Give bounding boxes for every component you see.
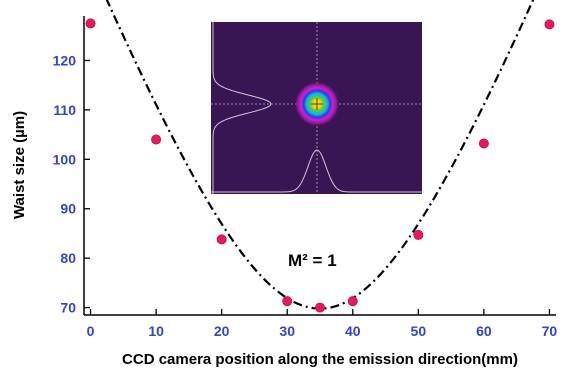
y-tick-label: 120	[53, 52, 77, 68]
x-tick-label: 20	[214, 323, 230, 339]
horizontal-intensity-profile	[212, 22, 272, 194]
x-axis-title: CCD camera position along the emission d…	[122, 351, 518, 368]
x-tick-label: 60	[476, 323, 492, 339]
y-tick-label: 70	[60, 300, 76, 316]
x-tick-label: 70	[542, 323, 558, 339]
y-tick-label: 80	[60, 250, 76, 266]
y-axis-ticks: 70 80 90 100 110 120	[53, 52, 90, 316]
data-point	[151, 134, 162, 145]
y-tick-label: 110	[53, 102, 76, 118]
x-tick-label: 50	[411, 323, 427, 339]
data-point	[544, 19, 555, 30]
data-points	[85, 18, 555, 313]
data-point	[347, 296, 358, 307]
x-tick-label: 30	[279, 323, 295, 339]
data-point	[85, 18, 96, 29]
m-squared-annotation: M² = 1	[288, 251, 337, 270]
y-axis-title: Waist size (µm)	[11, 111, 28, 219]
x-tick-label: 40	[345, 323, 361, 339]
data-point	[413, 229, 424, 240]
data-point	[216, 234, 227, 245]
x-tick-label: 0	[87, 323, 95, 339]
beam-profile-inset	[211, 22, 422, 194]
y-tick-label: 100	[53, 151, 77, 167]
x-tick-label: 10	[148, 323, 164, 339]
data-point	[314, 302, 325, 313]
x-axis-ticks: 0 10 20 30 40 50 60 70	[87, 309, 558, 339]
data-point	[282, 296, 293, 307]
y-tick-label: 90	[60, 201, 76, 217]
vertical-intensity-profile	[211, 149, 422, 193]
data-point	[478, 138, 489, 149]
